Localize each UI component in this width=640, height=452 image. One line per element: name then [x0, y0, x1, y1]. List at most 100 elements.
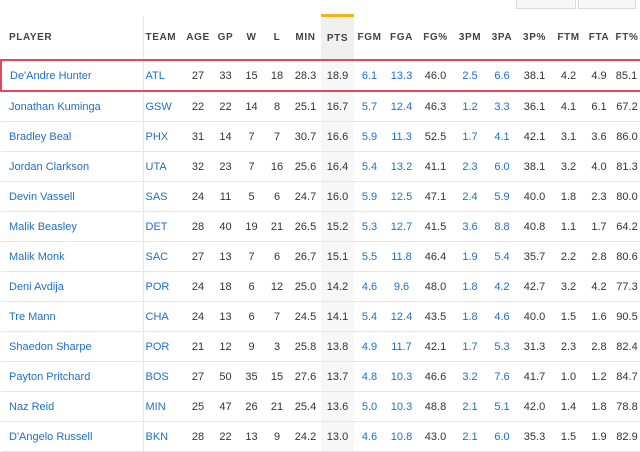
cell-fga[interactable]: 13.2: [385, 151, 418, 182]
cell-3pm[interactable]: 3.6: [453, 211, 487, 242]
cell-fga[interactable]: 10.3: [385, 391, 418, 422]
cell-fga[interactable]: 11.7: [385, 331, 418, 362]
cell-team[interactable]: PHX: [142, 121, 184, 152]
cell-team[interactable]: POR: [142, 331, 184, 362]
player-link[interactable]: Jordan Clarkson: [9, 160, 90, 173]
table-row: D'Angelo Russell BKN 28 22 13 9 24.2 13.0 4.6 10.…: [1, 421, 640, 452]
column-header-team[interactable]: TEAM: [142, 15, 184, 61]
cell-team[interactable]: ATL: [142, 59, 184, 92]
column-header-ft-pct[interactable]: FT%: [613, 15, 640, 61]
column-header-fga[interactable]: FGA: [385, 15, 418, 61]
player-link[interactable]: Shaedon Sharpe: [9, 340, 92, 353]
player-link[interactable]: Naz Reid: [9, 400, 55, 413]
player-link[interactable]: Deni Avdija: [9, 280, 64, 293]
cell-3pa[interactable]: 5.4: [487, 241, 517, 272]
cell-3pa[interactable]: 4.1: [487, 121, 517, 152]
cell-3pa[interactable]: 5.3: [487, 331, 517, 362]
cell-fgm[interactable]: 5.7: [354, 91, 385, 122]
cell-3pm[interactable]: 2.3: [453, 151, 487, 182]
cell-3pa[interactable]: 7.6: [487, 361, 517, 392]
column-header-fta[interactable]: FTA: [585, 15, 613, 61]
cell-fgm[interactable]: 5.4: [354, 151, 385, 182]
player-link[interactable]: Tre Mann: [9, 310, 56, 323]
column-header-ftm[interactable]: FTM: [552, 15, 585, 61]
column-header-player[interactable]: PLAYER: [1, 15, 143, 61]
cell-fgm[interactable]: 5.9: [354, 181, 385, 212]
cell-fga[interactable]: 12.4: [385, 91, 418, 122]
cell-3pa[interactable]: 6.0: [487, 421, 517, 452]
column-header-min[interactable]: MIN: [290, 15, 321, 61]
cell-team[interactable]: UTA: [142, 151, 184, 182]
cell-3pa[interactable]: 3.3: [487, 91, 517, 122]
cell-3pm[interactable]: 1.2: [453, 91, 487, 122]
cell-fgm[interactable]: 5.3: [354, 211, 385, 242]
cell-3pm[interactable]: 1.9: [453, 241, 487, 272]
cell-team[interactable]: POR: [142, 271, 184, 302]
cell-fga[interactable]: 12.4: [385, 301, 418, 332]
column-header-3pa[interactable]: 3PA: [487, 15, 517, 61]
cell-3pm[interactable]: 1.8: [453, 271, 487, 302]
cell-3pa[interactable]: 8.8: [487, 211, 517, 242]
column-header-age[interactable]: AGE: [184, 15, 212, 61]
cell-team[interactable]: BKN: [142, 421, 184, 452]
player-link[interactable]: Payton Pritchard: [9, 370, 91, 383]
column-header-3p-pct[interactable]: 3P%: [517, 15, 552, 61]
cell-team[interactable]: DET: [142, 211, 184, 242]
cell-3pa[interactable]: 4.6: [487, 301, 517, 332]
cell-team[interactable]: SAS: [142, 181, 184, 212]
column-header-w[interactable]: W: [239, 15, 264, 61]
column-header-gp[interactable]: GP: [212, 15, 239, 61]
table-row: Devin Vassell SAS 24 11 5 6 24.7 16.0 5.9 12.5 47.…: [1, 181, 640, 212]
cell-3pa[interactable]: 6.6: [487, 59, 517, 92]
page-size-select-partial[interactable]: [516, 0, 576, 9]
column-header-l[interactable]: L: [264, 15, 290, 61]
cell-team[interactable]: MIN: [142, 391, 184, 422]
column-header-3pm[interactable]: 3PM: [453, 15, 487, 61]
cell-fgm[interactable]: 5.4: [354, 301, 385, 332]
column-header-fg-pct[interactable]: FG%: [418, 15, 453, 61]
player-link[interactable]: Malik Monk: [9, 250, 65, 263]
cell-fgm[interactable]: 5.5: [354, 241, 385, 272]
column-header-fgm[interactable]: FGM: [354, 15, 385, 61]
cell-3pm[interactable]: 2.1: [453, 421, 487, 452]
cell-3pm[interactable]: 2.1: [453, 391, 487, 422]
cell-team[interactable]: CHA: [142, 301, 184, 332]
cell-team[interactable]: SAC: [142, 241, 184, 272]
cell-team[interactable]: GSW: [142, 91, 184, 122]
cell-3pa[interactable]: 6.0: [487, 151, 517, 182]
cell-fgm[interactable]: 5.0: [354, 391, 385, 422]
cell-3pm[interactable]: 3.2: [453, 361, 487, 392]
player-link[interactable]: Bradley Beal: [9, 130, 72, 143]
cell-fgm[interactable]: 4.8: [354, 361, 385, 392]
cell-3pm[interactable]: 1.7: [453, 121, 487, 152]
cell-fga[interactable]: 12.7: [385, 211, 418, 242]
player-link[interactable]: D'Angelo Russell: [9, 430, 93, 443]
player-link[interactable]: Devin Vassell: [9, 190, 75, 203]
cell-fga[interactable]: 11.3: [385, 121, 418, 152]
column-header-pts[interactable]: PTS: [321, 14, 354, 61]
cell-fga[interactable]: 13.3: [385, 59, 418, 92]
cell-fga[interactable]: 10.3: [385, 361, 418, 392]
page-nav-partial[interactable]: [578, 0, 636, 9]
cell-fgm[interactable]: 5.9: [354, 121, 385, 152]
cell-fgm[interactable]: 6.1: [354, 59, 385, 92]
cell-l: 18: [264, 59, 290, 92]
cell-3pm[interactable]: 1.7: [453, 331, 487, 362]
cell-team[interactable]: BOS: [142, 361, 184, 392]
cell-fga[interactable]: 9.6: [385, 271, 418, 302]
cell-fga[interactable]: 10.8: [385, 421, 418, 452]
cell-3pm[interactable]: 2.4: [453, 181, 487, 212]
cell-3pa[interactable]: 5.9: [487, 181, 517, 212]
cell-3pa[interactable]: 5.1: [487, 391, 517, 422]
cell-3pm[interactable]: 2.5: [453, 59, 487, 92]
player-link[interactable]: Jonathan Kuminga: [9, 100, 101, 113]
player-link[interactable]: De'Andre Hunter: [10, 69, 92, 82]
cell-3pm[interactable]: 1.8: [453, 301, 487, 332]
cell-3pa[interactable]: 4.2: [487, 271, 517, 302]
cell-fgm[interactable]: 4.6: [354, 271, 385, 302]
cell-fga[interactable]: 12.5: [385, 181, 418, 212]
player-link[interactable]: Malik Beasley: [9, 220, 77, 233]
cell-fgm[interactable]: 4.6: [354, 421, 385, 452]
cell-fga[interactable]: 11.8: [385, 241, 418, 272]
cell-fgm[interactable]: 4.9: [354, 331, 385, 362]
